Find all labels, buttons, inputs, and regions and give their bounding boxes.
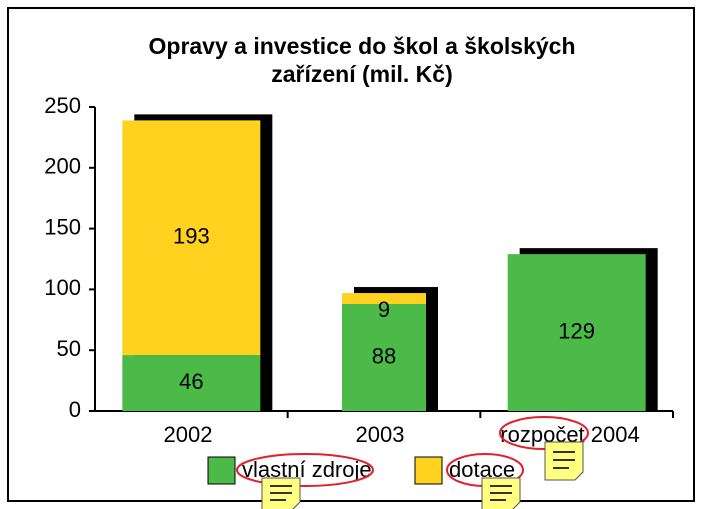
- annotation-oval: [236, 453, 374, 487]
- chart-title: zařízení (mil. Kč): [271, 61, 452, 87]
- bar: [342, 303, 426, 411]
- y-tick-label: 100: [44, 275, 81, 300]
- chart-title: Opravy a investice do škol a školských: [149, 33, 576, 59]
- legend-swatch: [414, 456, 443, 485]
- annotations: [236, 416, 589, 509]
- y-tick-label: 50: [57, 336, 81, 361]
- legend-label: vlastní zdroje: [242, 457, 372, 482]
- value-label: 9: [378, 297, 390, 322]
- y-tick-label: 250: [44, 93, 81, 118]
- bar: [122, 355, 261, 411]
- legend-swatch: [207, 456, 236, 485]
- value-label: 129: [558, 318, 595, 343]
- value-label: 88: [372, 343, 396, 368]
- note-icon: [481, 477, 521, 509]
- x-tick-label: 2003: [356, 422, 405, 447]
- value-label: 193: [173, 224, 210, 249]
- value-label: 46: [179, 369, 203, 394]
- note-icon: [261, 477, 301, 509]
- y-tick-label: 150: [44, 214, 81, 239]
- y-tick-label: 200: [44, 154, 81, 179]
- note-icon: [544, 441, 584, 481]
- bar: [507, 254, 646, 411]
- bar: [122, 120, 261, 356]
- y-tick-label: 0: [69, 397, 81, 422]
- bar: [342, 293, 426, 304]
- x-tick-label: 2002: [164, 422, 213, 447]
- annotation-oval: [499, 416, 589, 450]
